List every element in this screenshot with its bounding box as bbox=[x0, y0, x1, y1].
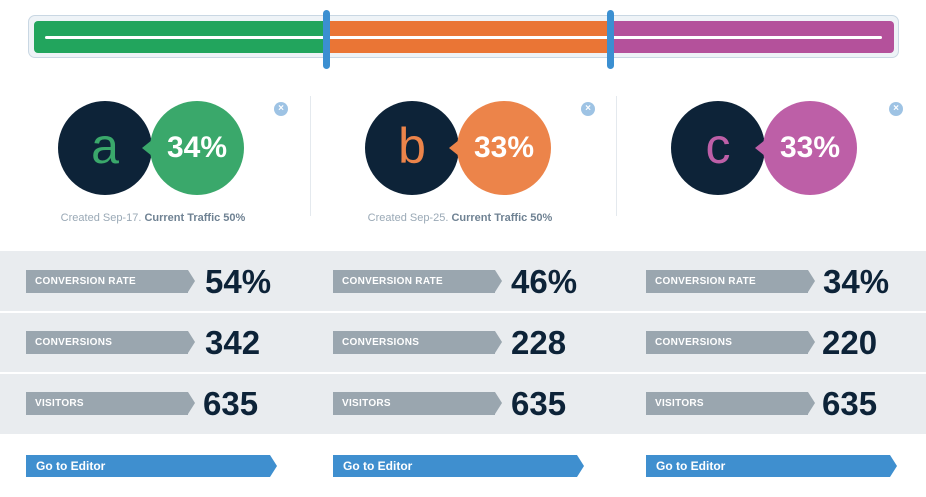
variation-c-conversions: 220 bbox=[822, 324, 878, 361]
variation-a-conversion-rate: 54% bbox=[205, 263, 272, 300]
variation-b-conversions: 228 bbox=[511, 324, 567, 361]
variation-b-traffic-percent: 33% bbox=[449, 101, 551, 195]
split-handle-bc[interactable] bbox=[606, 10, 614, 69]
variation-b-conversion-rate: 46% bbox=[511, 263, 578, 300]
variation-a-conversions: 342 bbox=[205, 324, 261, 361]
variation-a-traffic-percent: 34% bbox=[142, 101, 244, 195]
go-to-editor-a-button[interactable]: Go to Editor bbox=[26, 455, 277, 477]
split-handle-ab[interactable] bbox=[322, 10, 330, 69]
conversions-label: CONVERSIONS bbox=[26, 331, 195, 354]
variation-c-visitors: 635 bbox=[822, 385, 878, 422]
visitors-label: VISITORS bbox=[26, 392, 195, 415]
remove-variation-a-icon[interactable]: × bbox=[274, 102, 288, 116]
variation-b-created-info: Created Sep-25. Current Traffic 50% bbox=[307, 212, 613, 224]
variation-c-traffic-percent: 33% bbox=[755, 101, 857, 195]
go-to-editor-c-button[interactable]: Go to Editor bbox=[646, 455, 897, 477]
variation-b-current-traffic: Current Traffic 50% bbox=[451, 212, 553, 224]
remove-variation-b-icon[interactable]: × bbox=[581, 102, 595, 116]
remove-variation-c-icon[interactable]: × bbox=[889, 102, 903, 116]
column-divider bbox=[616, 96, 617, 216]
variation-b-letter: b bbox=[365, 101, 459, 195]
variation-b-visitors: 635 bbox=[511, 385, 567, 422]
row-divider bbox=[0, 372, 926, 374]
variation-a-visitors: 635 bbox=[203, 385, 259, 422]
stats-panel: CONVERSION RATE 54% CONVERSIONS 342 VISI… bbox=[0, 251, 926, 434]
go-to-editor-b-button[interactable]: Go to Editor bbox=[333, 455, 584, 477]
variation-b-header: × b 33% Created Sep-25. Current Traffic … bbox=[307, 88, 613, 238]
variation-a-created-date: Created Sep-17. bbox=[60, 212, 142, 224]
conversion-rate-label: CONVERSION RATE bbox=[26, 270, 195, 293]
conversions-label: CONVERSIONS bbox=[333, 331, 502, 354]
variation-a-header: × a 34% Created Sep-17. Current Traffic … bbox=[0, 88, 306, 238]
variation-a-current-traffic: Current Traffic 50% bbox=[144, 212, 246, 224]
column-divider bbox=[310, 96, 311, 216]
variation-a-created-info: Created Sep-17. Current Traffic 50% bbox=[0, 212, 306, 224]
variation-c-conversion-rate: 34% bbox=[823, 263, 890, 300]
variation-c-header: × c 33% bbox=[613, 88, 919, 238]
conversions-label: CONVERSIONS bbox=[646, 331, 815, 354]
traffic-split-line bbox=[45, 36, 882, 39]
variation-b-created-date: Created Sep-25. bbox=[367, 212, 449, 224]
visitors-label: VISITORS bbox=[646, 392, 815, 415]
variation-c-letter: c bbox=[671, 101, 765, 195]
variation-a-letter: a bbox=[58, 101, 152, 195]
conversion-rate-label: CONVERSION RATE bbox=[646, 270, 815, 293]
row-divider bbox=[0, 311, 926, 313]
conversion-rate-label: CONVERSION RATE bbox=[333, 270, 502, 293]
traffic-split-bar bbox=[28, 15, 899, 58]
visitors-label: VISITORS bbox=[333, 392, 502, 415]
